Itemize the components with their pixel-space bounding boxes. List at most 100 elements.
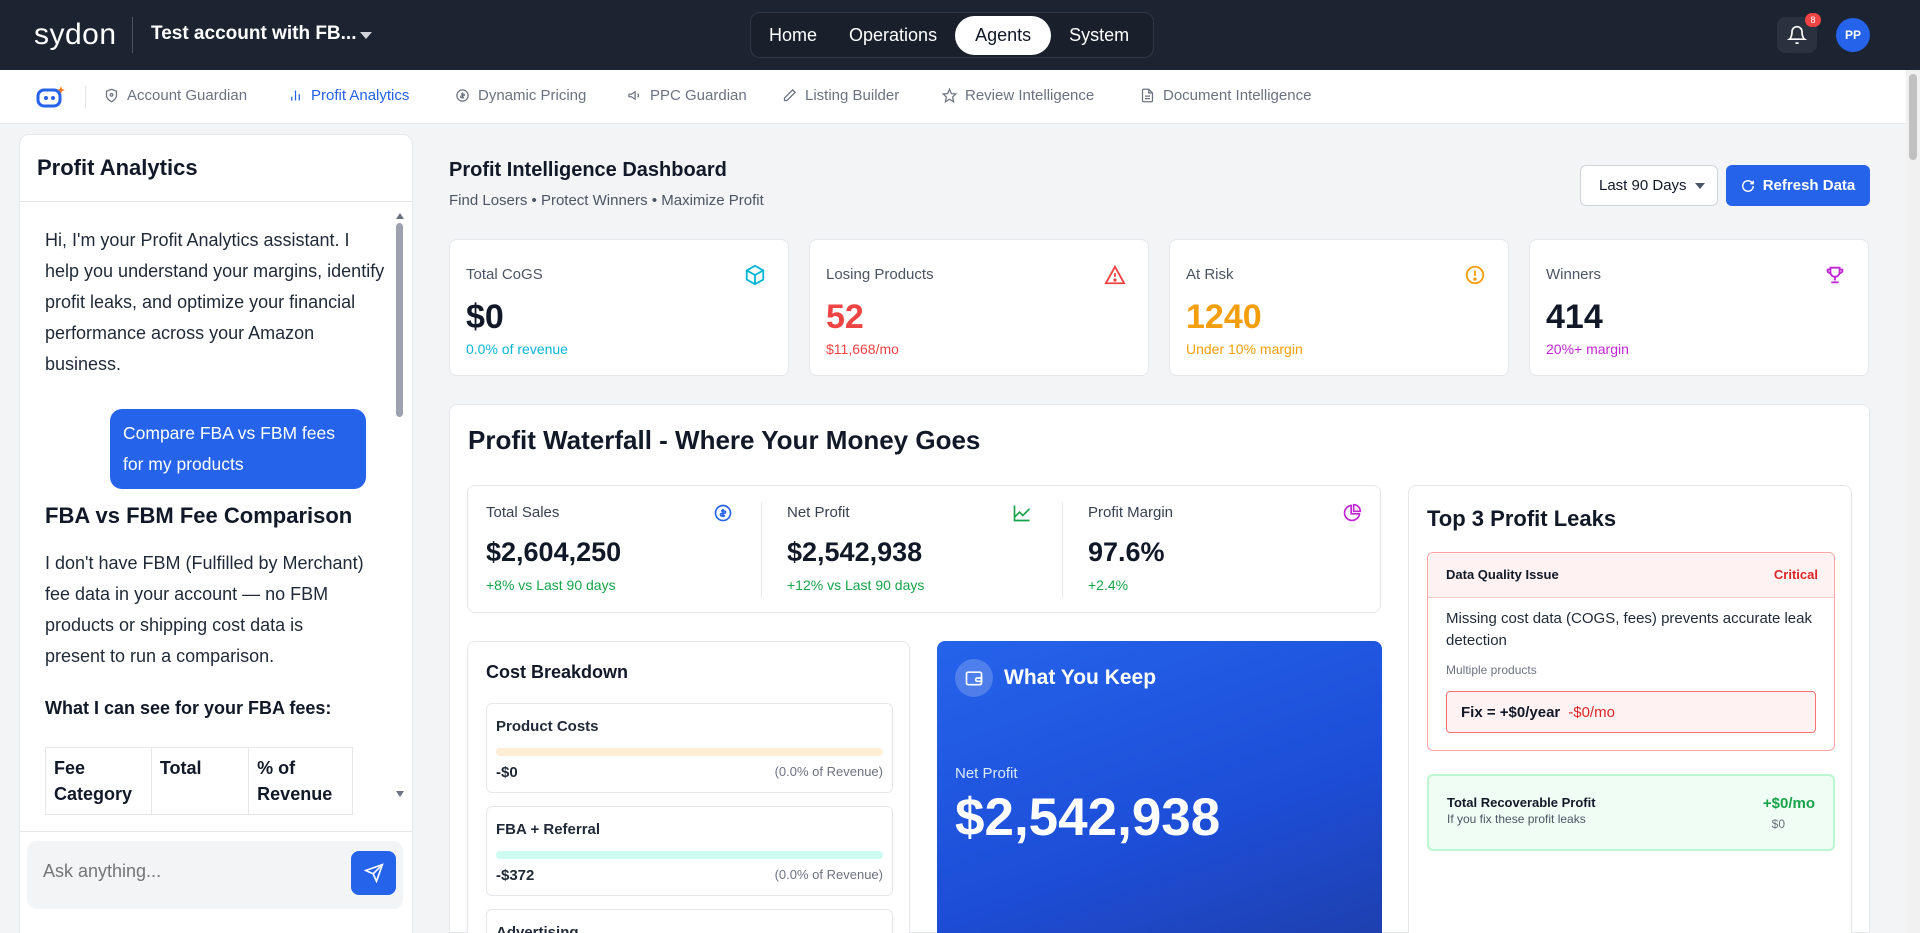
nav-operations[interactable]: Operations: [849, 24, 938, 45]
cost-breakdown-title: Cost Breakdown: [486, 662, 629, 682]
tab-document-intelligence[interactable]: Document Intelligence: [1140, 87, 1311, 104]
leaks-title: Top 3 Profit Leaks: [1427, 506, 1617, 531]
kpi-value: $0: [466, 298, 504, 336]
cost-item-amount: -$372: [496, 867, 535, 884]
page-title: Profit Intelligence Dashboard: [449, 159, 727, 181]
cost-item-fba-referral: FBA + Referral -$372 (0.0% of Revenue): [486, 806, 893, 896]
agent-subnav: Account Guardian Profit Analytics Dynami…: [0, 70, 1906, 124]
cost-item-bar: [496, 748, 883, 756]
tab-account-guardian[interactable]: Account Guardian: [104, 87, 247, 104]
document-icon: [1141, 88, 1154, 103]
notification-badge: 8: [1805, 13, 1821, 27]
kpi-value: 52: [826, 298, 864, 336]
trophy-icon: [1826, 266, 1844, 284]
assistant-intro-text: Hi, I'm your Profit Analytics assistant.…: [45, 230, 385, 374]
cost-item-advertising: Advertising: [486, 909, 893, 933]
kpi-label: Losing Products: [826, 266, 934, 283]
page-subtitle: Find Losers • Protect Winners • Maximize…: [449, 192, 764, 209]
waterfall-title: Profit Waterfall - Where Your Money Goes: [468, 425, 981, 455]
kpi-at-risk: At Risk 1240 Under 10% margin: [1169, 239, 1509, 376]
nav-agents[interactable]: Agents: [955, 15, 1052, 55]
summary-divider: [761, 502, 762, 598]
account-name[interactable]: Test account with FB...: [151, 23, 357, 44]
kpi-label: At Risk: [1186, 266, 1234, 283]
pct-revenue-header: % of Revenue: [248, 747, 353, 815]
tab-listing-builder[interactable]: Listing Builder: [782, 87, 899, 104]
chat-input[interactable]: [27, 841, 403, 909]
fix-yearly: Fix = +$0/year: [1461, 703, 1561, 721]
send-icon: [363, 863, 384, 883]
table-row: Fee Category Total % of Revenue: [45, 747, 353, 815]
total-header: Total: [150, 747, 250, 815]
what-you-keep-card: What You Keep Net Profit $2,542,938: [937, 641, 1382, 933]
warning-icon: [1104, 264, 1126, 285]
waterfall-summary: Total Sales $2,604,250 +8% vs Last 90 da…: [467, 485, 1381, 613]
tab-ppc-guardian[interactable]: PPC Guardian: [627, 87, 747, 104]
tab-label: Account Guardian: [127, 87, 248, 104]
shield-icon: [105, 88, 118, 103]
cost-item-name: FBA + Referral: [496, 821, 601, 838]
page-scroll-thumb[interactable]: [1909, 74, 1917, 160]
trend-up-icon: [1013, 505, 1031, 522]
tab-review-intelligence[interactable]: Review Intelligence: [942, 87, 1094, 104]
cost-item-name: Advertising: [496, 924, 579, 933]
date-range-value: Last 90 Days: [1599, 177, 1687, 194]
chat-scrollbar[interactable]: [396, 223, 403, 417]
kpi-label: Winners: [1546, 266, 1602, 283]
fee-table: Fee Category Total % of Revenue: [45, 747, 353, 815]
leak-item[interactable]: Data Quality Issue Critical Missing cost…: [1427, 552, 1835, 751]
summary-value: $2,604,250: [486, 537, 622, 567]
summary-net-profit: Net Profit $2,542,938 +12% vs Last 90 da…: [769, 486, 1069, 614]
nav-system[interactable]: System: [1069, 24, 1130, 45]
chevron-down-icon: [1695, 183, 1705, 189]
cost-item-pct: (0.0% of Revenue): [774, 867, 883, 882]
severity-badge: Critical: [1773, 567, 1818, 582]
chevron-down-icon[interactable]: [360, 32, 372, 39]
user-message: Compare FBA vs FBM fees for my products: [110, 409, 366, 489]
response-text: I don't have FBM (Fulfilled by Merchant)…: [45, 553, 364, 666]
send-button[interactable]: [351, 851, 396, 895]
fee-table-wrap: Fee Category Total % of Revenue: [20, 747, 412, 933]
kpi-note: 20%+ margin: [1546, 341, 1629, 357]
avatar[interactable]: PP: [1836, 18, 1870, 52]
tab-profit-analytics[interactable]: Profit Analytics: [288, 87, 409, 104]
agent-logo-icon[interactable]: [36, 84, 66, 115]
kpi-winners: Winners 414 20%+ margin: [1529, 239, 1869, 376]
cost-item-name: Product Costs: [496, 718, 599, 735]
cost-item-amount: -$0: [496, 764, 518, 781]
leak-header: Data Quality Issue Critical: [1428, 553, 1834, 598]
page-scrollbar[interactable]: [1906, 70, 1920, 933]
tab-dynamic-pricing[interactable]: Dynamic Pricing: [455, 87, 586, 104]
refresh-data-button[interactable]: Refresh Data: [1726, 165, 1870, 206]
chat-title: Profit Analytics: [37, 155, 198, 180]
kpi-note: $11,668/mo: [826, 341, 899, 357]
dollar-icon: [456, 89, 469, 102]
tab-label: PPC Guardian: [650, 87, 747, 104]
summary-label: Net Profit: [787, 504, 850, 521]
recover-subtitle: If you fix these profit leaks: [1447, 812, 1586, 826]
tab-label: Dynamic Pricing: [478, 87, 587, 104]
keep-title: What You Keep: [1004, 666, 1157, 689]
nav-home[interactable]: Home: [769, 24, 818, 45]
chat-scroll-up-icon[interactable]: [396, 213, 404, 219]
chat-divider: [20, 201, 412, 202]
recover-title: Total Recoverable Profit: [1447, 795, 1596, 810]
fix-monthly: -$0/mo: [1568, 703, 1615, 721]
summary-profit-margin: Profit Margin 97.6% +2.4%: [1070, 486, 1370, 614]
wallet-icon: [955, 659, 993, 697]
chat-scroll-down-icon[interactable]: [396, 791, 404, 797]
kpi-note: Under 10% margin: [1186, 341, 1303, 357]
leak-type: Data Quality Issue: [1446, 567, 1559, 582]
kpi-losing-products: Losing Products 52 $11,668/mo: [809, 239, 1149, 376]
main-nav: Home Operations Agents System: [750, 12, 1154, 58]
bar-chart-icon: [291, 90, 300, 101]
leak-fix: Fix = +$0/year -$0/mo: [1446, 691, 1816, 733]
summary-value: 97.6%: [1088, 537, 1165, 567]
summary-change: +2.4%: [1088, 577, 1129, 593]
kpi-note: 0.0% of revenue: [466, 341, 568, 357]
summary-total-sales: Total Sales $2,604,250 +8% vs Last 90 da…: [468, 486, 768, 614]
keep-label: Net Profit: [955, 765, 1018, 782]
brand-logo[interactable]: sydon: [34, 18, 117, 52]
profit-waterfall-section: Profit Waterfall - Where Your Money Goes…: [449, 404, 1870, 933]
date-range-select[interactable]: Last 90 Days: [1580, 165, 1718, 206]
